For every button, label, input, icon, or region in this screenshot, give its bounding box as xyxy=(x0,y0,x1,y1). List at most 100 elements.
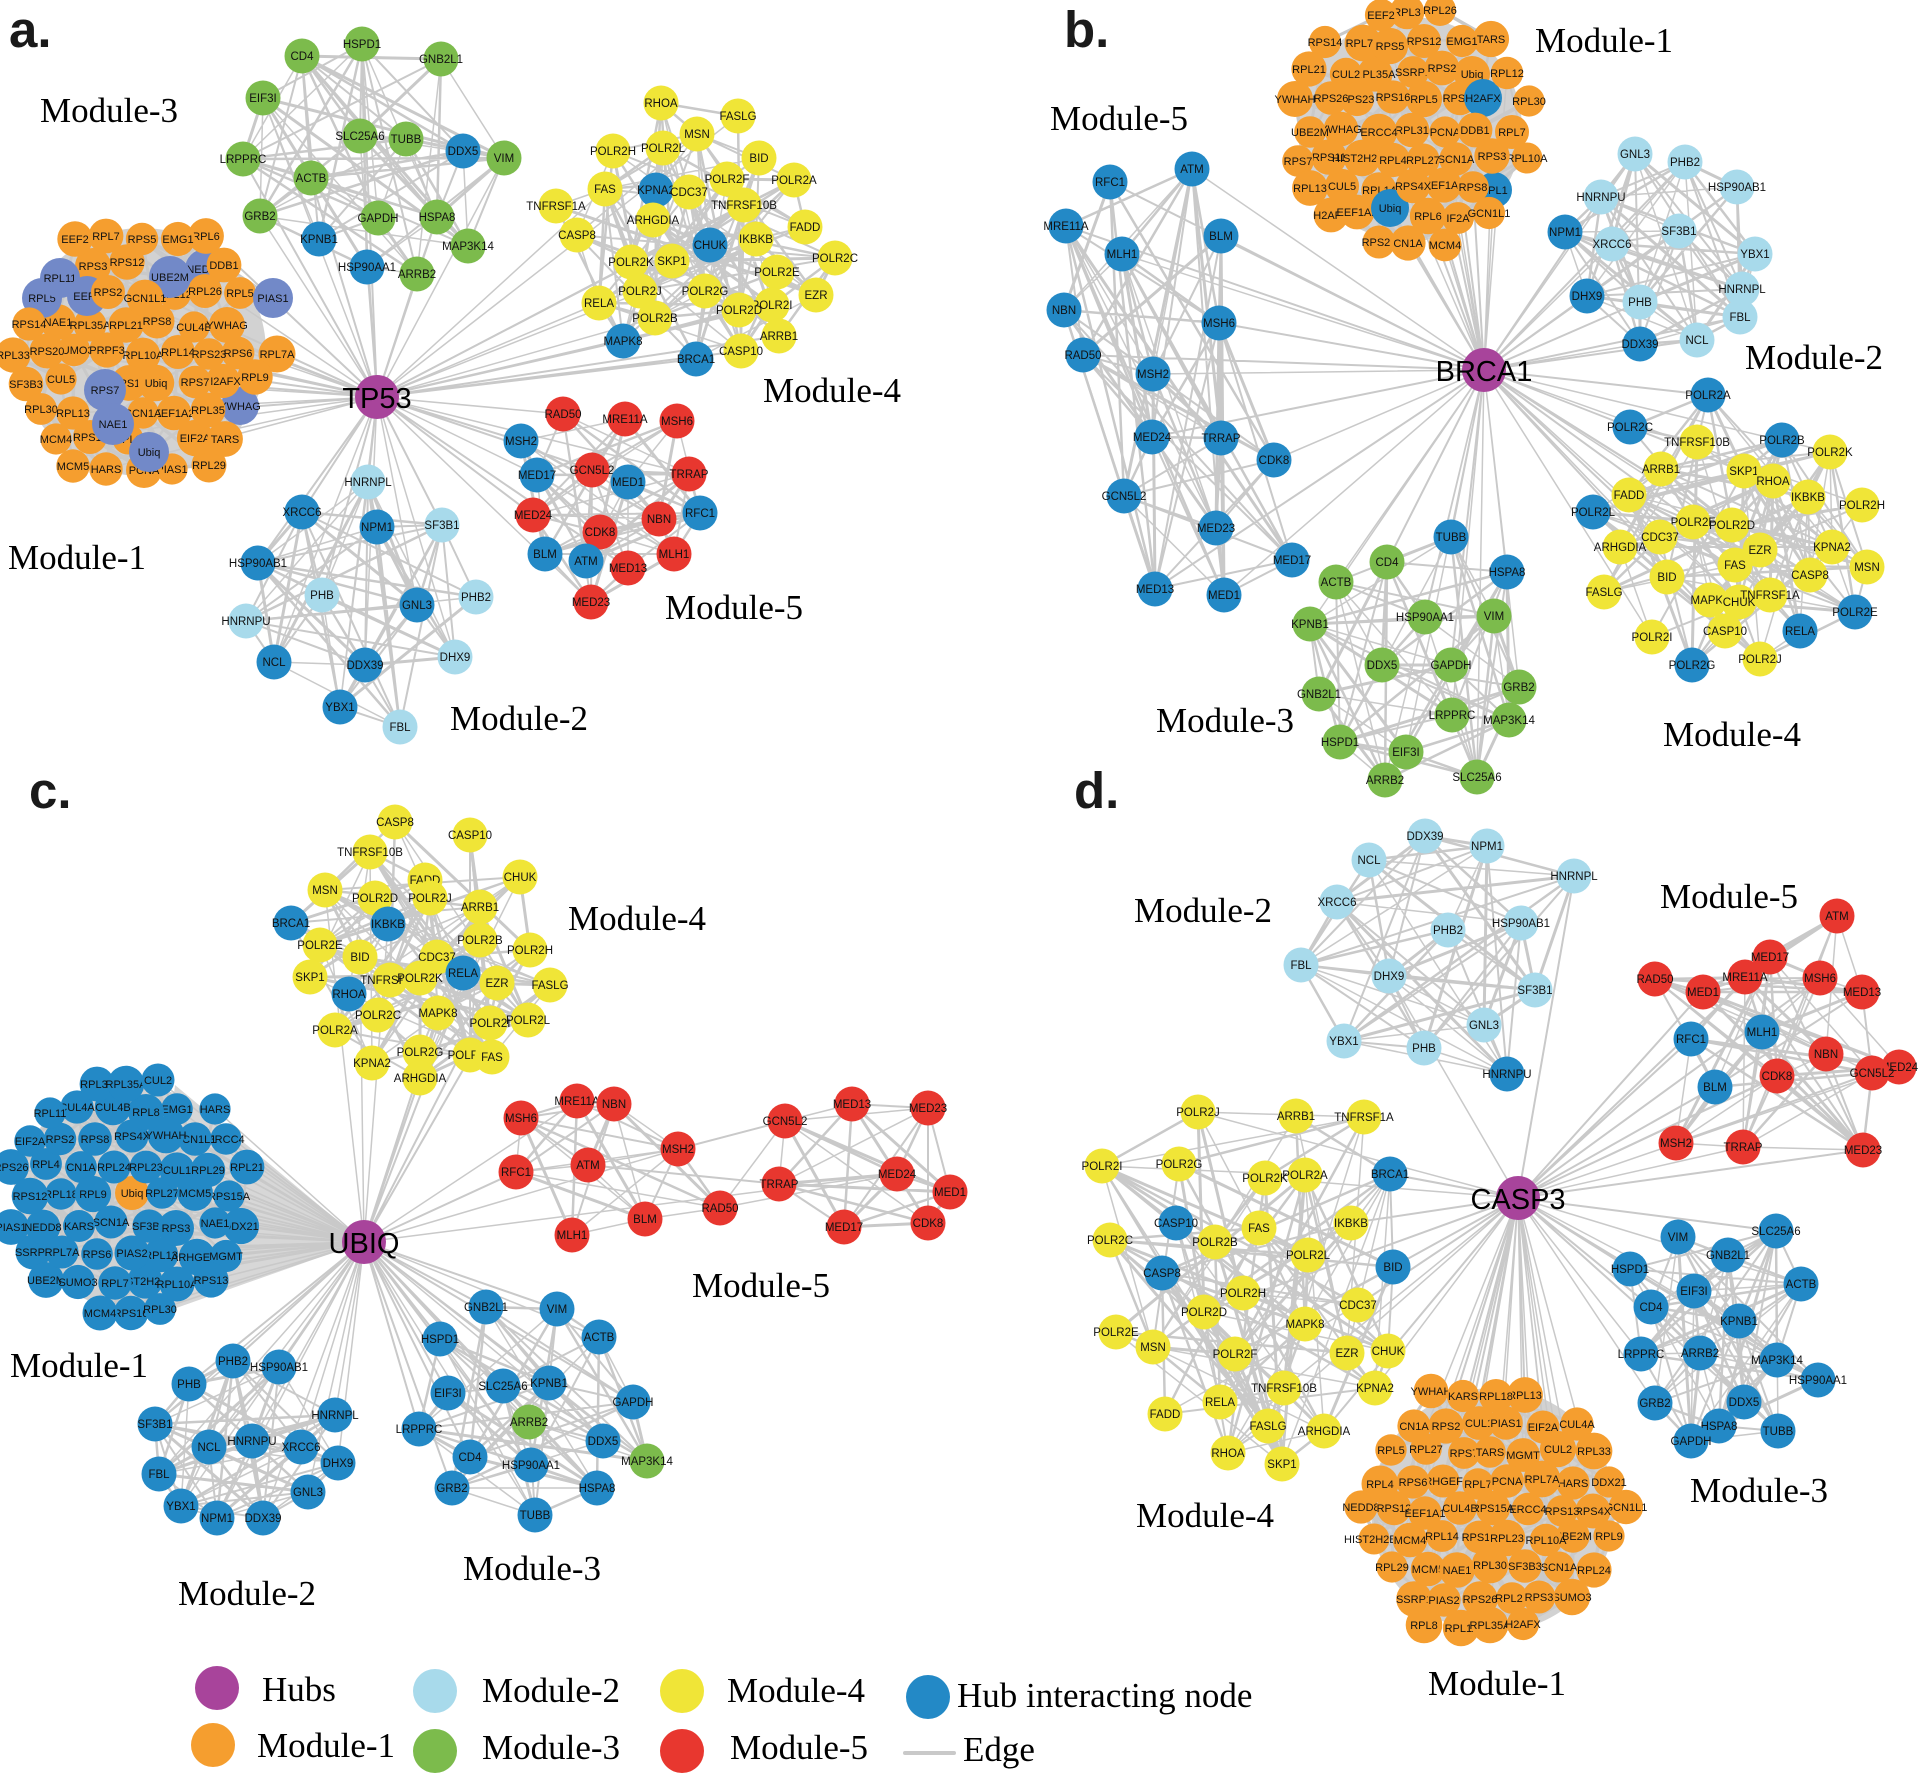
svg-text:CDK8: CDK8 xyxy=(1762,1071,1793,1083)
svg-text:CUL2: CUL2 xyxy=(144,1075,172,1087)
svg-text:RPS6: RPS6 xyxy=(1399,1477,1428,1489)
svg-text:POLR2G: POLR2G xyxy=(682,286,729,298)
svg-text:XRCC6: XRCC6 xyxy=(1318,897,1357,909)
svg-text:YWHAH: YWHAH xyxy=(1275,94,1316,106)
svg-text:CUL4B: CUL4B xyxy=(176,322,211,334)
svg-text:DDX5: DDX5 xyxy=(448,146,479,158)
svg-text:EZR: EZR xyxy=(1749,545,1772,557)
svg-text:EZR: EZR xyxy=(805,290,828,302)
svg-text:POLR2J: POLR2J xyxy=(1738,654,1781,666)
svg-text:IKBKB: IKBKB xyxy=(739,234,773,246)
svg-text:KPNB1: KPNB1 xyxy=(1720,1316,1758,1328)
svg-text:MLH1: MLH1 xyxy=(557,1230,588,1242)
svg-text:RPL30: RPL30 xyxy=(24,404,58,416)
svg-text:RPL21: RPL21 xyxy=(1495,1593,1529,1605)
svg-text:HSP90AB1: HSP90AB1 xyxy=(1708,182,1766,194)
svg-text:RPS13: RPS13 xyxy=(1545,1506,1580,1518)
svg-text:LRPPRC: LRPPRC xyxy=(396,1424,443,1436)
svg-text:Module-4: Module-4 xyxy=(727,1671,865,1710)
svg-text:YBX1: YBX1 xyxy=(166,1501,195,1513)
svg-text:RPS3: RPS3 xyxy=(79,261,108,273)
svg-text:ERCC4: ERCC4 xyxy=(207,1134,244,1146)
svg-text:RPL9: RPL9 xyxy=(79,1189,107,1201)
svg-text:RPS14: RPS14 xyxy=(12,319,47,331)
svg-text:d.: d. xyxy=(1074,762,1119,819)
svg-text:RPL21: RPL21 xyxy=(109,320,143,332)
svg-text:POLR2J: POLR2J xyxy=(408,893,451,905)
svg-text:RPL27: RPL27 xyxy=(1409,1444,1443,1456)
svg-text:RPS23: RPS23 xyxy=(192,349,227,361)
svg-text:FBL: FBL xyxy=(148,1469,170,1481)
svg-text:YWHAG: YWHAG xyxy=(206,320,248,332)
svg-text:ERCC4: ERCC4 xyxy=(1360,127,1397,139)
svg-text:CUL4B: CUL4B xyxy=(95,1102,130,1114)
svg-text:MSN: MSN xyxy=(1854,562,1880,574)
svg-text:POLR2L: POLR2L xyxy=(506,1015,551,1027)
svg-text:NBN: NBN xyxy=(1052,305,1076,317)
svg-text:EEF1A2: EEF1A2 xyxy=(154,408,195,420)
svg-text:MCM5: MCM5 xyxy=(179,1188,211,1200)
svg-text:POLR2K: POLR2K xyxy=(1242,1173,1288,1185)
svg-text:FAS: FAS xyxy=(481,1052,503,1064)
svg-text:MRE11A: MRE11A xyxy=(554,1096,599,1108)
svg-text:GCN5L2: GCN5L2 xyxy=(1102,491,1147,503)
svg-text:TUBB: TUBB xyxy=(520,1510,551,1522)
svg-text:Module-3: Module-3 xyxy=(40,91,178,130)
svg-text:RPL7: RPL7 xyxy=(101,1278,129,1290)
svg-text:ARRB1: ARRB1 xyxy=(1642,464,1680,476)
svg-text:SKP1: SKP1 xyxy=(1267,1459,1296,1471)
svg-text:VIM: VIM xyxy=(1668,1232,1688,1244)
svg-text:FADD: FADD xyxy=(1150,1409,1181,1421)
svg-text:PHB2: PHB2 xyxy=(1670,157,1700,169)
svg-text:TRRAP: TRRAP xyxy=(1202,433,1241,445)
svg-text:BLM: BLM xyxy=(533,549,557,561)
svg-text:RPL18: RPL18 xyxy=(1479,1391,1513,1403)
svg-text:Module-1: Module-1 xyxy=(257,1726,395,1765)
svg-text:RPL11: RPL11 xyxy=(44,273,77,285)
svg-text:RPS20: RPS20 xyxy=(1362,237,1397,249)
svg-text:Module-3: Module-3 xyxy=(1156,701,1294,740)
svg-text:RPL21: RPL21 xyxy=(230,1162,264,1174)
svg-text:RPS2: RPS2 xyxy=(1428,63,1457,75)
svg-text:RPL29: RPL29 xyxy=(191,1165,225,1177)
svg-text:RPS7: RPS7 xyxy=(1450,1448,1479,1460)
svg-text:CASP8: CASP8 xyxy=(376,817,414,829)
svg-text:CASP8: CASP8 xyxy=(558,230,596,242)
svg-text:ATM: ATM xyxy=(1825,911,1848,923)
svg-text:YWHAG: YWHAG xyxy=(1320,124,1362,136)
svg-text:FASLG: FASLG xyxy=(719,111,756,123)
svg-text:ARRB1: ARRB1 xyxy=(461,902,499,914)
svg-text:POLR2K: POLR2K xyxy=(608,257,654,269)
svg-text:CUL4B: CUL4B xyxy=(1442,1503,1477,1515)
svg-text:HARS: HARS xyxy=(1558,1478,1589,1490)
svg-text:RPL10A: RPL10A xyxy=(123,350,165,362)
svg-text:RPL8: RPL8 xyxy=(132,1107,160,1119)
svg-text:NPM1: NPM1 xyxy=(1549,227,1581,239)
svg-text:ARRB2: ARRB2 xyxy=(1681,1348,1719,1360)
svg-text:IKBKB: IKBKB xyxy=(1334,1218,1368,1230)
svg-text:MED23: MED23 xyxy=(572,597,610,609)
svg-text:MED13: MED13 xyxy=(833,1099,871,1111)
svg-text:PRPF3: PRPF3 xyxy=(89,345,124,357)
svg-text:ACTB: ACTB xyxy=(296,173,327,185)
svg-text:TUBB: TUBB xyxy=(1763,1426,1794,1438)
svg-text:MAP3K14: MAP3K14 xyxy=(1483,715,1535,727)
svg-text:H2AFX: H2AFX xyxy=(205,376,241,388)
svg-text:KPNB1: KPNB1 xyxy=(300,234,338,246)
svg-text:BRCA1: BRCA1 xyxy=(1371,1169,1409,1181)
svg-text:MED13: MED13 xyxy=(609,563,647,575)
svg-text:RPL9: RPL9 xyxy=(241,372,269,384)
svg-text:MED1: MED1 xyxy=(1687,987,1719,999)
svg-text:RPS6: RPS6 xyxy=(83,1249,112,1261)
svg-text:GNB2L1: GNB2L1 xyxy=(1706,1250,1750,1262)
svg-text:HSPD1: HSPD1 xyxy=(343,39,381,51)
svg-text:DDB1: DDB1 xyxy=(209,260,238,272)
svg-text:MRE11A: MRE11A xyxy=(1722,972,1767,984)
svg-text:RELA: RELA xyxy=(1205,1397,1235,1409)
svg-text:BRCA1: BRCA1 xyxy=(677,354,715,366)
svg-text:GAPDH: GAPDH xyxy=(613,1397,654,1409)
svg-text:YWHAH: YWHAH xyxy=(1411,1386,1452,1398)
svg-text:GCN1L1: GCN1L1 xyxy=(124,293,167,305)
svg-text:EMG1: EMG1 xyxy=(161,1104,192,1116)
svg-text:RPS3: RPS3 xyxy=(1478,151,1507,163)
